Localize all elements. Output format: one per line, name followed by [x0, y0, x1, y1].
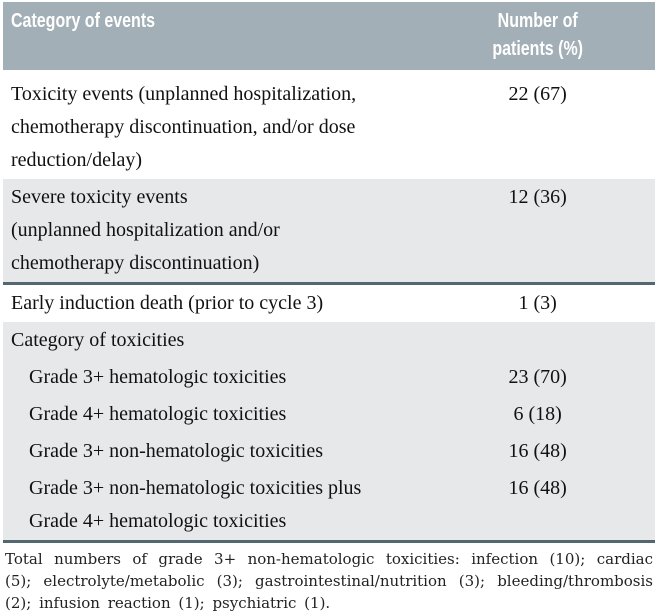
row-label: Severe toxicity events (unplanned hospit… [11, 186, 280, 274]
row-label: Early induction death (prior to cycle 3) [11, 292, 324, 314]
row-label: Grade 3+ non-hematologic toxicities [29, 440, 323, 462]
table-row-grade3-plus-grade4: Grade 3+ non-hematologic toxicities plus… [3, 470, 655, 543]
row-value: 16 (48) [508, 477, 567, 499]
table-footnote: Total numbers of grade 3+ non-hematologi… [5, 550, 653, 612]
row-value [420, 322, 655, 359]
row-value: 16 (48) [508, 440, 567, 462]
table-row-grade3-hematologic: Grade 3+ hematologic toxicities 23 (70) [3, 359, 655, 396]
column-header-category-label: Category of events [11, 10, 156, 32]
row-value: 23 (70) [508, 366, 567, 388]
row-value: 22 (67) [508, 83, 567, 105]
row-label: Category of toxicities [11, 329, 185, 351]
row-label: Grade 3+ non-hematologic toxicities plus… [29, 477, 362, 532]
table-row-grade3-non-hematologic: Grade 3+ non-hematologic toxicities 16 (… [3, 433, 655, 470]
table-row-category-of-toxicities: Category of toxicities [3, 322, 655, 359]
row-label: Grade 3+ hematologic toxicities [29, 366, 287, 388]
row-label: Toxicity events (unplanned hospitalizati… [11, 83, 357, 171]
row-value: 12 (36) [508, 186, 567, 208]
table-header-row: Category of events Number of patients (%… [3, 2, 655, 70]
row-value: 6 (18) [513, 403, 562, 425]
column-header-number-label: Number of patients (%) [492, 10, 583, 60]
column-header-number-of-patients: Number of patients (%) [420, 7, 655, 65]
row-label: Grade 4+ hematologic toxicities [29, 403, 287, 425]
table-row-severe-toxicity-events: Severe toxicity events (unplanned hospit… [3, 179, 655, 285]
table-row-toxicity-events: Toxicity events (unplanned hospitalizati… [3, 70, 655, 179]
column-header-category: Category of events [3, 7, 420, 65]
table-row-grade4-hematologic: Grade 4+ hematologic toxicities 6 (18) [3, 396, 655, 433]
row-value: 1 (3) [518, 292, 557, 314]
toxicity-events-table: Category of events Number of patients (%… [3, 2, 655, 614]
table-row-early-induction-death: Early induction death (prior to cycle 3)… [3, 285, 655, 322]
